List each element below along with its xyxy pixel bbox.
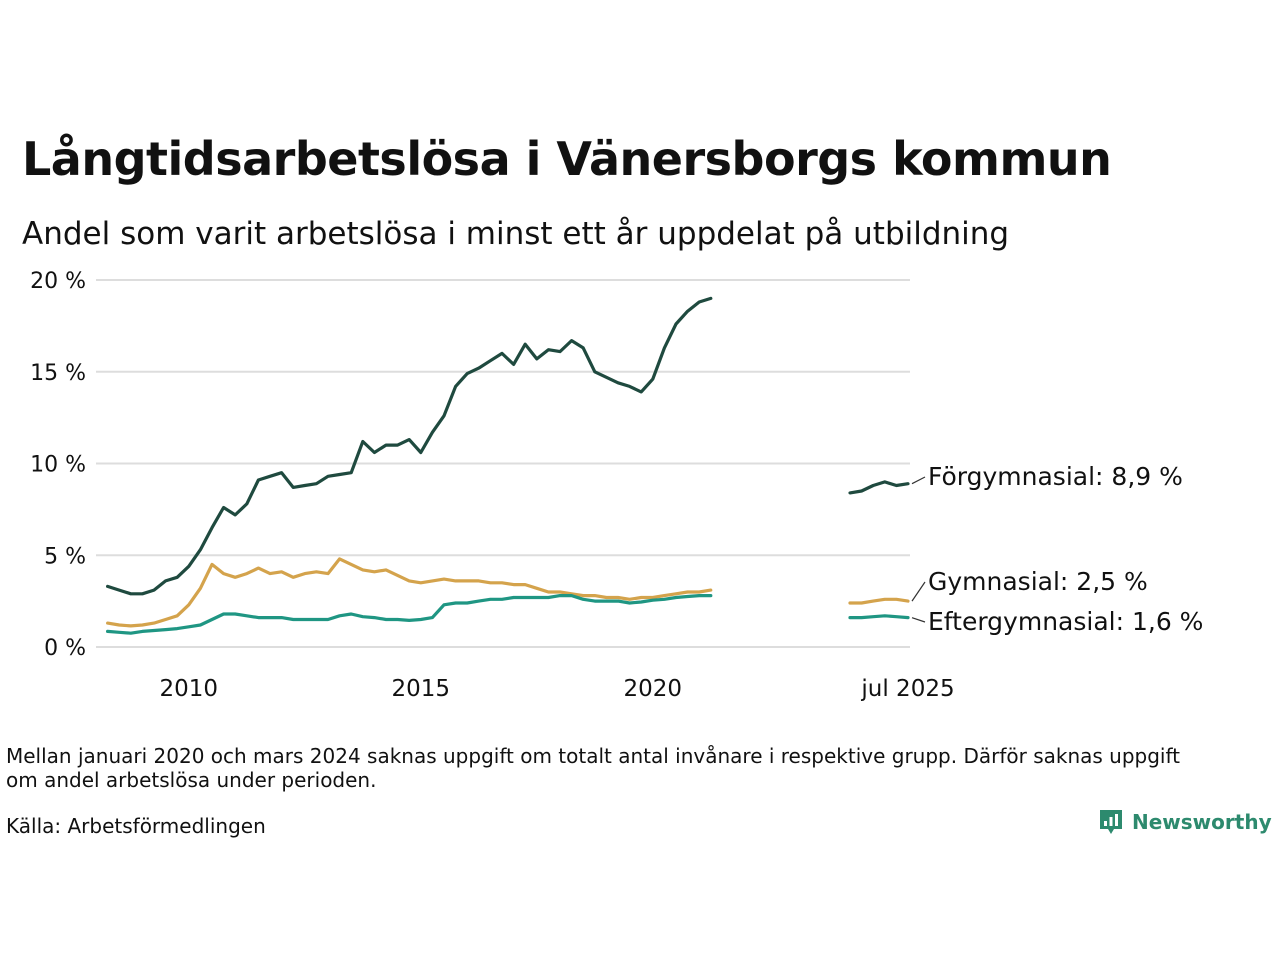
newsworthy-logo: Newsworthy — [1098, 808, 1272, 836]
x-tick-label: jul 2025 — [860, 676, 954, 702]
line-chart: 0 %5 %10 %15 %20 % 2010 2015 2020 jul 2025 … — [30, 269, 1203, 702]
series-line-gymnasial-segment-0 — [106, 557, 713, 628]
series-label-förgymnasial: Förgymnasial: 8,9 % — [928, 462, 1183, 491]
x-tick-label: 2020 — [624, 676, 683, 702]
series-line-förgymnasial-segment-1 — [848, 480, 910, 495]
series-end-labels: Förgymnasial: 8,9 % Gymnasial: 2,5 % Efter… — [911, 462, 1203, 636]
label-leader-förgymnasial — [911, 476, 926, 485]
x-tick-label: 2010 — [160, 676, 219, 702]
label-leader-gymnasial — [911, 581, 926, 602]
chart-subtitle: Andel som varit arbetslösa i minst ett å… — [22, 216, 1010, 252]
series-line-eftergymnasial-segment-1 — [848, 614, 910, 620]
newsworthy-logo-text: Newsworthy — [1132, 810, 1272, 834]
series-line-förgymnasial-segment-0 — [106, 296, 713, 596]
series-line-eftergymnasial-segment-0 — [106, 594, 713, 635]
label-leader-eftergymnasial — [911, 617, 926, 623]
y-tick-label: 5 % — [44, 544, 86, 569]
source-note: Källa: Arbetsförmedlingen — [6, 814, 266, 838]
newsworthy-logo-icon — [1100, 810, 1122, 834]
x-axis-tick-labels: 2010 2015 2020 jul 2025 — [160, 676, 955, 702]
gridlines — [96, 279, 910, 648]
y-axis-tick-labels: 0 % 5 % 10 % 15 % 20 % — [30, 269, 86, 661]
y-tick-label: 20 % — [30, 269, 86, 294]
y-tick-label: 0 % — [44, 636, 86, 661]
x-tick-label: 2015 — [392, 676, 451, 702]
chart-footnote: Mellan januari 2020 och mars 2024 saknas… — [6, 744, 1181, 792]
series-line-gymnasial-segment-1 — [848, 597, 910, 605]
series-lines — [106, 296, 910, 635]
series-label-eftergymnasial: Eftergymnasial: 1,6 % — [928, 607, 1203, 636]
series-label-gymnasial: Gymnasial: 2,5 % — [928, 567, 1148, 596]
chart-title: Långtidsarbetslösa i Vänersborgs kommun — [22, 132, 1112, 186]
y-tick-label: 15 % — [30, 361, 86, 386]
y-tick-label: 10 % — [30, 453, 86, 478]
